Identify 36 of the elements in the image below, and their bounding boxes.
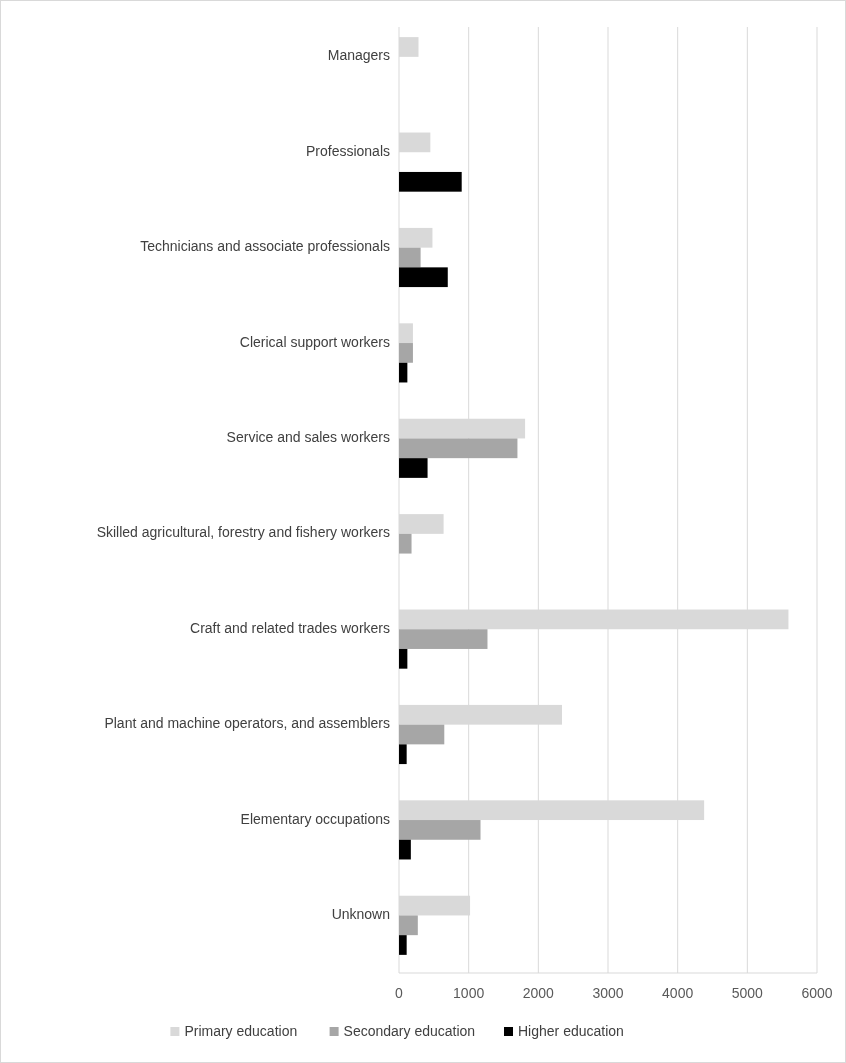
y-tick-label: Plant and machine operators, and assemblers	[104, 715, 390, 732]
y-tick-label: Unknown	[331, 906, 390, 922]
bar	[399, 744, 407, 765]
x-tick-label: 1000	[453, 985, 485, 1001]
bar	[399, 458, 428, 478]
y-tick-label: Skilled agricultural, forestry and fishery workers	[96, 524, 390, 541]
legend-label: Secondary education	[343, 1023, 476, 1039]
y-tick-label: Professionals	[305, 142, 390, 159]
bar	[399, 935, 407, 955]
x-tick-label: 3000	[592, 985, 624, 1001]
bar	[399, 533, 412, 554]
bar	[399, 839, 411, 860]
y-tick-label: Craft and related trades workers	[190, 619, 390, 636]
bar	[399, 724, 445, 745]
legend-label: Primary education	[184, 1023, 298, 1039]
y-tick-label: Elementary occupations	[240, 810, 390, 827]
x-tick-label: 2000	[522, 985, 555, 1001]
legend-label: Higher education	[518, 1023, 624, 1039]
bar	[399, 247, 421, 268]
bar	[399, 915, 418, 936]
x-tick-label: 6000	[801, 985, 833, 1001]
bar	[399, 820, 481, 840]
bar	[399, 648, 408, 669]
y-tick-label: Clerical support workers	[239, 333, 390, 350]
bar	[399, 267, 448, 288]
bar	[399, 438, 518, 459]
bar	[399, 629, 488, 649]
bar	[399, 343, 413, 363]
bar	[399, 171, 462, 192]
x-tick-label: 0	[395, 985, 404, 1001]
y-tick-label: Technicians and associate professionals	[140, 238, 390, 255]
x-tick-label: 4000	[662, 985, 694, 1001]
y-tick-label: Managers	[327, 47, 390, 64]
x-tick-label: 5000	[731, 985, 764, 1001]
y-tick-label: Service and sales workers	[226, 429, 390, 445]
bar	[399, 362, 408, 383]
